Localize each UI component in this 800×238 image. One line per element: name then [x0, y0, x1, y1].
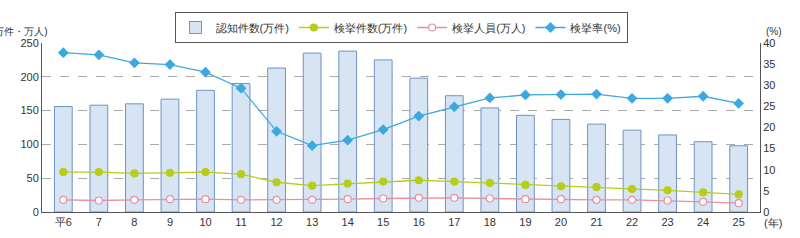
svg-text:10: 10 — [199, 216, 211, 228]
svg-text:24: 24 — [697, 216, 709, 228]
svg-text:40: 40 — [763, 37, 775, 49]
svg-text:21: 21 — [590, 216, 602, 228]
svg-text:12: 12 — [270, 216, 282, 228]
svg-text:25: 25 — [733, 216, 745, 228]
svg-text:認知件数(万件): 認知件数(万件) — [216, 22, 289, 34]
svg-text:100: 100 — [20, 138, 38, 150]
svg-text:11: 11 — [235, 216, 246, 228]
svg-text:50: 50 — [27, 172, 39, 184]
svg-text:250: 250 — [20, 37, 38, 49]
svg-text:(年): (年) — [764, 217, 782, 229]
svg-text:16: 16 — [413, 216, 425, 228]
svg-text:30: 30 — [763, 79, 775, 91]
svg-text:(%): (%) — [766, 26, 782, 37]
svg-text:200: 200 — [20, 71, 38, 83]
svg-text:23: 23 — [661, 216, 673, 228]
svg-text:13: 13 — [306, 216, 318, 228]
svg-text:22: 22 — [626, 216, 638, 228]
svg-text:10: 10 — [763, 164, 775, 176]
svg-text:25: 25 — [763, 100, 775, 112]
svg-text:150: 150 — [20, 104, 38, 116]
svg-text:15: 15 — [763, 142, 775, 154]
svg-text:17: 17 — [448, 216, 460, 228]
svg-text:0: 0 — [763, 206, 769, 218]
svg-text:8: 8 — [131, 216, 137, 228]
svg-text:検挙率(%): 検挙率(%) — [570, 22, 620, 34]
svg-text:15: 15 — [377, 216, 389, 228]
svg-text:5: 5 — [763, 185, 769, 197]
svg-text:0: 0 — [33, 206, 39, 218]
svg-text:7: 7 — [96, 216, 102, 228]
svg-text:9: 9 — [167, 216, 173, 228]
svg-text:20: 20 — [763, 121, 775, 133]
svg-text:14: 14 — [342, 216, 354, 228]
svg-text:19: 19 — [519, 216, 531, 228]
svg-text:20: 20 — [555, 216, 567, 228]
svg-text:検挙人員(万人): 検挙人員(万人) — [452, 22, 525, 34]
svg-text:平6: 平6 — [55, 216, 72, 228]
svg-text:(万件・万人): (万件・万人) — [0, 26, 48, 37]
svg-text:18: 18 — [484, 216, 496, 228]
svg-text:検挙件数(万件): 検挙件数(万件) — [334, 22, 407, 34]
svg-text:35: 35 — [763, 58, 775, 70]
